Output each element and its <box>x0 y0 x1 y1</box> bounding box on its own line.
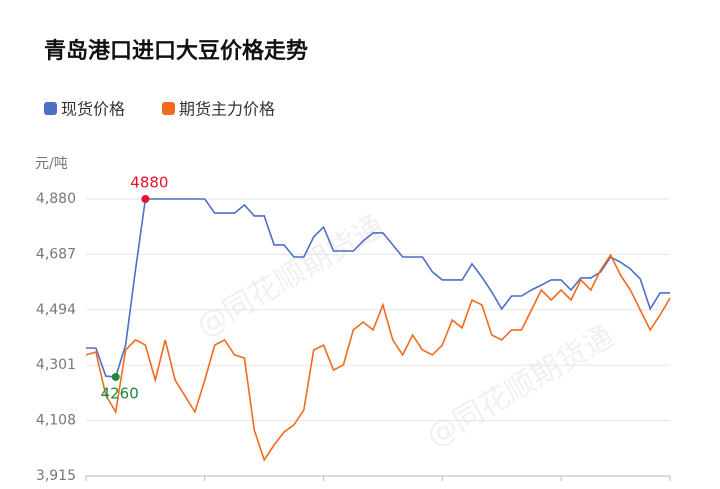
legend-swatch <box>162 102 175 115</box>
y-unit: 元/吨 <box>35 156 68 172</box>
chart-title: 青岛港口进口大豆价格走势 <box>44 38 308 64</box>
annotation-dot <box>111 372 120 381</box>
series-line <box>85 253 671 462</box>
y-tick-label: 4,687 <box>36 246 76 262</box>
legend-swatch <box>44 102 57 115</box>
y-tick-label: 4,301 <box>36 357 76 373</box>
y-tick-label: 4,494 <box>36 302 76 318</box>
legend-label: 现货价格 <box>61 100 125 119</box>
annotation-dot <box>141 195 150 203</box>
watermark: @同花顺期货通 <box>421 319 620 454</box>
y-tick-label: 3,915 <box>36 468 76 484</box>
y-tick-label: 4,880 <box>36 191 76 207</box>
annotation-label: 4260 <box>101 384 139 402</box>
series-line <box>86 198 670 378</box>
y-tick-label: 4,108 <box>36 413 76 429</box>
annotation-label: 4880 <box>130 174 168 192</box>
legend-label: 期货主力价格 <box>179 100 275 119</box>
